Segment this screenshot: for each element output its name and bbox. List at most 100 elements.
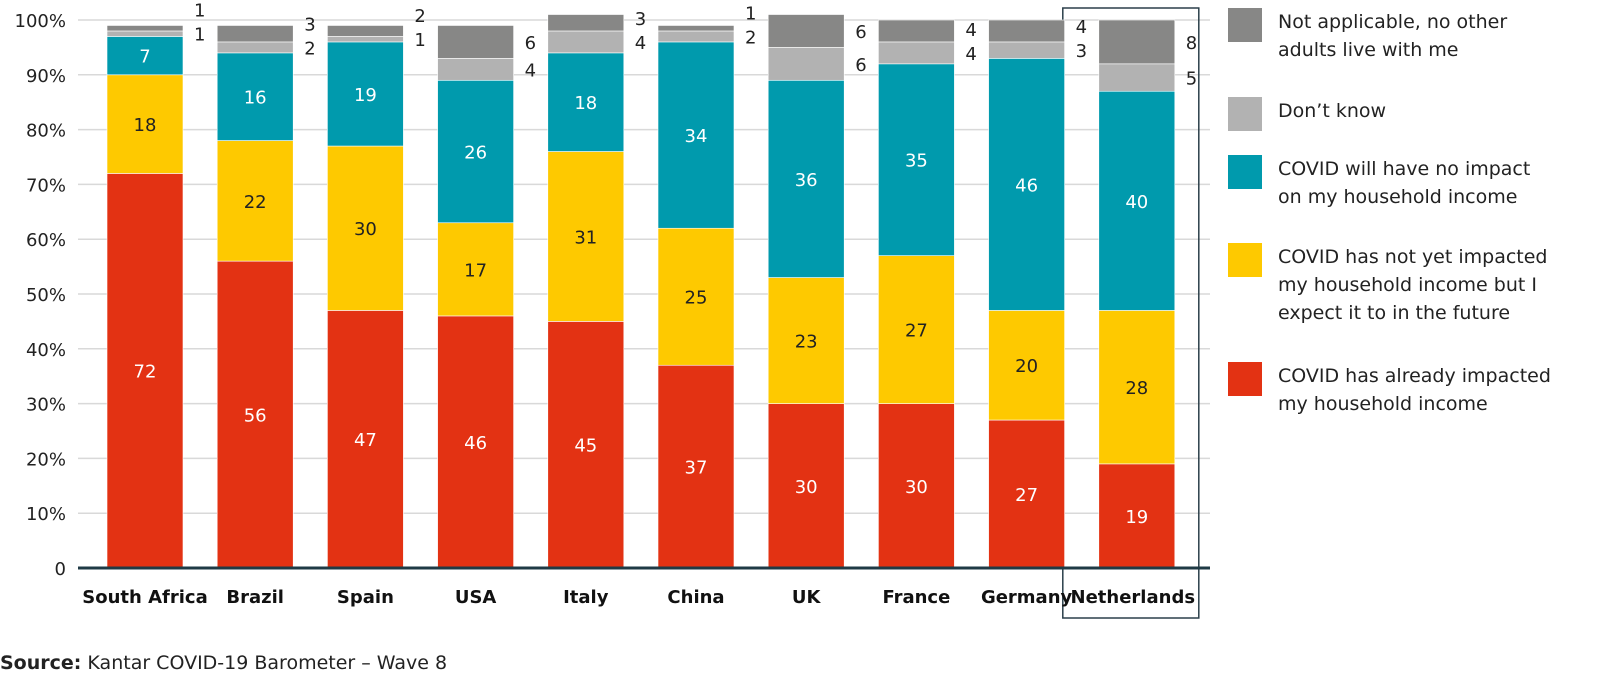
data-label: 1 xyxy=(194,25,205,46)
x-tick-label: Brazil xyxy=(226,587,284,608)
data-label: 18 xyxy=(574,93,597,114)
y-tick-label: 50% xyxy=(26,285,66,306)
x-tick-label: South Africa xyxy=(82,587,207,608)
data-label: 18 xyxy=(134,115,157,136)
bar-segment xyxy=(437,79,514,224)
data-label: 25 xyxy=(685,288,708,309)
bar-segment xyxy=(216,25,294,43)
bar-segment xyxy=(547,30,625,54)
bar-segment xyxy=(437,222,514,317)
data-label: 19 xyxy=(354,85,377,106)
data-label: 72 xyxy=(134,362,157,383)
bar-segment xyxy=(767,277,845,404)
bar-segment xyxy=(327,36,404,43)
data-label: 20 xyxy=(1015,356,1038,377)
bar-segment xyxy=(767,47,845,81)
data-label: 45 xyxy=(574,436,597,457)
legend-swatch xyxy=(1228,8,1262,42)
data-label: 3 xyxy=(1076,41,1087,62)
data-label: 34 xyxy=(685,126,708,147)
bar-segment xyxy=(657,41,735,229)
y-tick-label: 70% xyxy=(26,175,66,196)
data-label: 4 xyxy=(965,44,976,65)
source-label: Source: xyxy=(0,652,82,674)
legend-swatch xyxy=(1228,243,1262,277)
data-label: 2 xyxy=(745,27,756,48)
y-tick-label: 90% xyxy=(26,66,66,87)
legend-swatch xyxy=(1228,155,1262,189)
y-tick-label: 0 xyxy=(55,559,66,580)
legend-label: Don’t know xyxy=(1278,100,1387,122)
bar-segment xyxy=(988,19,1065,43)
data-label: 3 xyxy=(635,9,646,30)
data-label: 30 xyxy=(354,219,377,240)
bar-segment xyxy=(878,403,955,569)
source-text: Kantar COVID-19 Barometer – Wave 8 xyxy=(81,652,448,674)
bar-segment xyxy=(878,255,955,404)
legend-item: Don’t know xyxy=(1228,97,1386,131)
data-label: 46 xyxy=(1015,175,1038,196)
bar-segment xyxy=(106,173,184,569)
x-tick-label: Spain xyxy=(337,587,394,608)
bar-segment xyxy=(547,14,625,32)
bar-segment xyxy=(1098,63,1176,92)
legend-item: COVID will have no impact on my househol… xyxy=(1228,155,1530,211)
legend-item: Not applicable, no other adults live wit… xyxy=(1228,8,1507,64)
stacked-bar-chart: 010%20%30%40%50%60%70%80%90%100%7218711S… xyxy=(15,1,1210,619)
bar-segment xyxy=(106,30,184,37)
bar-segment xyxy=(1098,19,1176,65)
bar-segment xyxy=(216,260,294,569)
bar-segment xyxy=(657,227,735,366)
data-label: 30 xyxy=(905,477,928,498)
data-label: 27 xyxy=(1015,485,1038,506)
data-label: 5 xyxy=(1186,69,1197,90)
bar-segment xyxy=(547,52,625,152)
data-label: 4 xyxy=(1076,17,1087,38)
bar-segment xyxy=(216,52,294,141)
data-label: 1 xyxy=(194,1,205,22)
bar-segment xyxy=(767,14,845,48)
y-tick-label: 20% xyxy=(26,449,66,470)
bar-segment xyxy=(547,321,625,569)
x-tick-label: Germany xyxy=(981,587,1073,608)
data-label: 6 xyxy=(855,55,866,76)
bar-segment xyxy=(106,74,184,174)
legend-label: COVID will have no impact on my househol… xyxy=(1278,158,1531,208)
x-tick-label: Italy xyxy=(563,587,609,608)
data-label: 22 xyxy=(244,192,267,213)
bar-segment xyxy=(1098,310,1176,465)
data-label: 2 xyxy=(304,38,315,59)
y-tick-label: 30% xyxy=(26,395,66,416)
x-tick-label: USA xyxy=(455,587,497,608)
y-tick-label: 100% xyxy=(15,11,66,32)
bar-segment xyxy=(106,25,184,32)
data-label: 46 xyxy=(464,433,487,454)
legend-swatch xyxy=(1228,97,1262,131)
data-label: 56 xyxy=(244,406,267,427)
y-tick-label: 10% xyxy=(26,504,66,525)
legend-item: COVID has not yet impacted my household … xyxy=(1228,243,1548,327)
data-label: 23 xyxy=(795,332,818,353)
data-label: 2 xyxy=(414,6,425,27)
data-label: 17 xyxy=(464,260,487,281)
data-label: 6 xyxy=(855,22,866,43)
bar-segment xyxy=(327,145,404,311)
y-tick-label: 40% xyxy=(26,340,66,361)
bar-segment xyxy=(106,36,184,76)
data-label: 36 xyxy=(795,170,818,191)
bar-segment xyxy=(216,41,294,54)
data-label: 37 xyxy=(685,458,708,479)
bar-segment xyxy=(657,25,735,32)
data-label: 27 xyxy=(905,321,928,342)
bar-segment xyxy=(878,63,955,256)
data-label: 28 xyxy=(1125,378,1148,399)
y-tick-label: 80% xyxy=(26,121,66,142)
bar-segment xyxy=(437,58,514,81)
legend-swatch xyxy=(1228,362,1262,396)
data-label: 30 xyxy=(795,477,818,498)
data-label: 40 xyxy=(1125,192,1148,213)
data-label: 3 xyxy=(304,14,315,35)
data-label: 8 xyxy=(1186,33,1197,54)
data-label: 1 xyxy=(745,3,756,24)
